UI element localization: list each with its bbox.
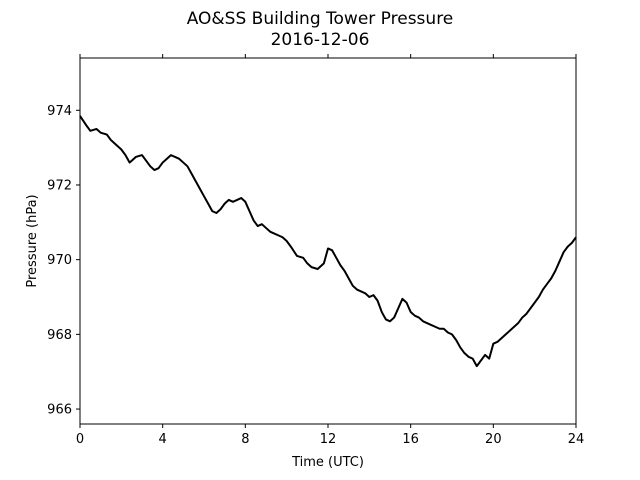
x-tick-label: 8	[241, 432, 249, 447]
axis-ticks: 0 4 8 12 16 20 24 966 968 970 972 974	[47, 54, 584, 447]
y-tick-label: 974	[47, 104, 72, 119]
y-axis-label: Pressure (hPa)	[25, 194, 40, 287]
y-tick-label: 970	[47, 253, 72, 268]
x-tick-label: 12	[320, 432, 337, 447]
x-tick-label: 16	[402, 432, 419, 447]
x-tick-label: 0	[76, 432, 84, 447]
series-layer	[79, 115, 577, 368]
y-tick-label: 966	[47, 403, 72, 418]
x-tick-label: 24	[568, 432, 585, 447]
y-tick-label: 972	[47, 178, 72, 193]
x-axis-label: Time (UTC)	[291, 455, 364, 470]
x-tick-label: 4	[159, 432, 167, 447]
chart-title: AO&SS Building Tower Pressure	[187, 9, 454, 29]
y-tick-label: 968	[47, 328, 72, 343]
x-tick-label: 20	[485, 432, 502, 447]
series-line	[79, 115, 577, 368]
plot-frame	[79, 57, 577, 425]
chart-subtitle: 2016-12-06	[271, 30, 370, 50]
